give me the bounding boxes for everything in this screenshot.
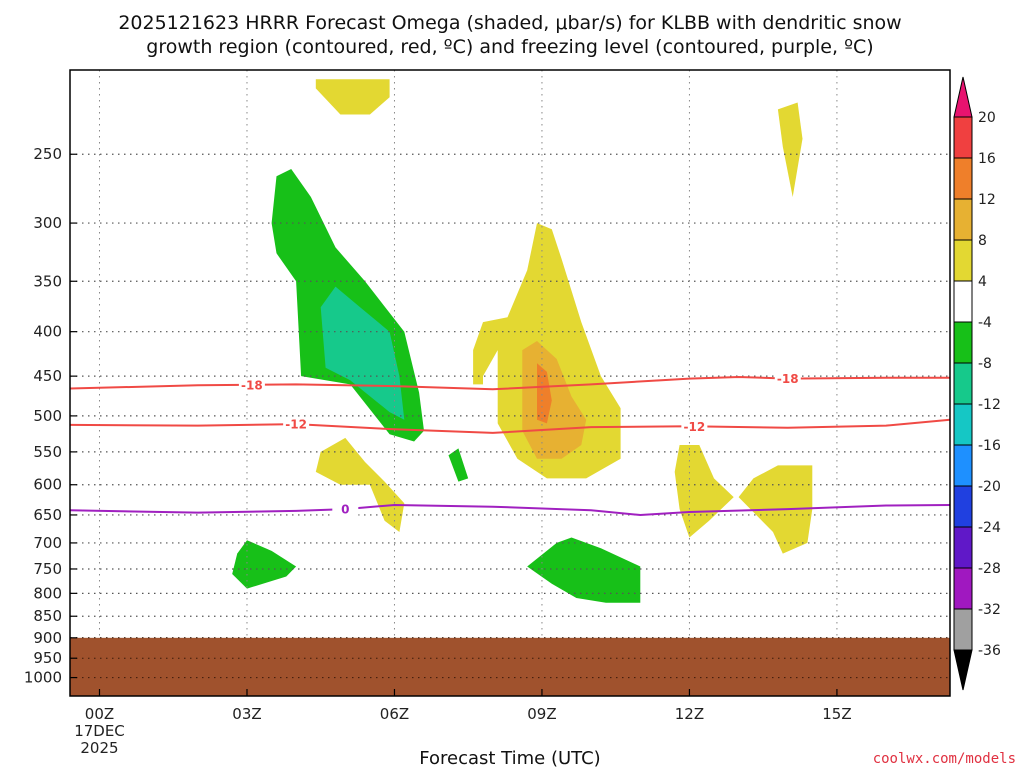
y-tick-label: 500 [33,407,62,425]
colorbar-swatch [953,444,973,487]
colorbar-top-arrow [953,76,973,118]
omega-region-11 [527,537,641,603]
contour-label: 0 [341,503,349,517]
y-tick-label: 450 [33,367,62,385]
contour-line-dendritic-1 [69,418,951,434]
colorbar-label: -4 [978,315,992,331]
colorbar-label: 16 [978,151,996,167]
colorbar-swatch [953,239,973,282]
omega-region-9 [448,448,469,482]
site-credit: coolwx.com/models [873,751,1016,767]
colorbar: 20 16 12 8 4 -4 -8 -12 -16 -20 -24 -28 -32 -36 [953,76,1001,691]
colorbar-swatch [953,362,973,405]
y-tick-label: 250 [33,145,62,163]
y-tick-label: 650 [33,506,62,524]
plot-frame [69,69,951,697]
contour-label: -18 [241,378,263,392]
colorbar-swatch [953,116,973,159]
colorbar-label: -24 [978,520,1001,536]
contour-label-bg [283,417,310,432]
colorbar-swatch [953,198,973,241]
colorbar-swatch [953,526,973,569]
colorbar-label: -20 [978,479,1001,495]
y-tick-label: 600 [33,476,62,494]
colorbar-label: -36 [978,643,1001,659]
colorbar-swatch [953,608,973,651]
colorbar-label: -16 [978,438,1001,454]
x-axis-label: Forecast Time (UTC) [419,748,600,768]
contour-label-bg [238,377,265,392]
y-axis: 250 300 350 400 450 500 550 600 650 700 750 800 850 9… [24,145,77,687]
colorbar-label: 8 [978,233,987,249]
contour-label: -18 [777,372,799,386]
x-tick-year: 2025 [80,739,118,757]
colorbar-swatch [953,321,973,364]
y-tick-label: 850 [33,607,62,625]
omega-region-3 [315,437,405,532]
colorbar-swatch [953,485,973,528]
terrain-fill [70,637,950,696]
colorbar-bottom-arrow [953,649,973,691]
x-tick-label: 03Z [232,705,261,723]
contour-label-bg [774,371,801,386]
x-tick-label: 12Z [675,705,704,723]
contour-label: -12 [684,420,706,434]
y-tick-label: 550 [33,443,62,461]
contour-label-bg [332,502,359,517]
y-tick-label: 750 [33,560,62,578]
contour-line-freezing-2 [69,503,951,517]
omega-region-10 [232,540,297,589]
colorbar-label: -32 [978,602,1001,618]
colorbar-swatch [953,280,973,323]
omega-region-0 [315,79,390,115]
contour-label-bg [681,419,708,434]
terrain-layer [70,637,950,696]
x-tick-label: 09Z [527,705,556,723]
x-tick-date: 17DEC [74,722,125,740]
x-tick-label: 15Z [822,705,851,723]
chart-title-line-1: 2025121623 HRRR Forecast Omega (shaded, … [118,12,901,34]
colorbar-swatch [953,157,973,200]
colorbar-swatch [953,567,973,610]
y-tick-label: 900 [33,629,62,647]
y-tick-label: 350 [33,272,62,290]
colorbar-label: -8 [978,356,992,372]
contour-layer: -18 -18 -12 -12 0 [69,371,951,517]
colorbar-swatch [953,403,973,446]
chart-title-line-2: growth region (contoured, red, ºC) and f… [146,36,873,58]
x-tick-label: 00Z [85,705,114,723]
y-tick-label: 950 [33,649,62,667]
omega-region-1 [777,102,803,197]
x-tick-label: 06Z [380,705,409,723]
contour-label: -12 [285,418,307,432]
colorbar-label: 12 [978,192,996,208]
colorbar-label: -12 [978,397,1001,413]
y-tick-label: 1000 [24,669,62,687]
colorbar-label: 4 [978,274,987,290]
omega-region-7 [537,363,552,424]
y-tick-label: 400 [33,323,62,341]
colorbar-label: 20 [978,110,996,126]
colorbar-label: -28 [978,561,1001,577]
y-tick-label: 700 [33,534,62,552]
y-tick-label: 300 [33,214,62,232]
y-tick-label: 800 [33,584,62,602]
